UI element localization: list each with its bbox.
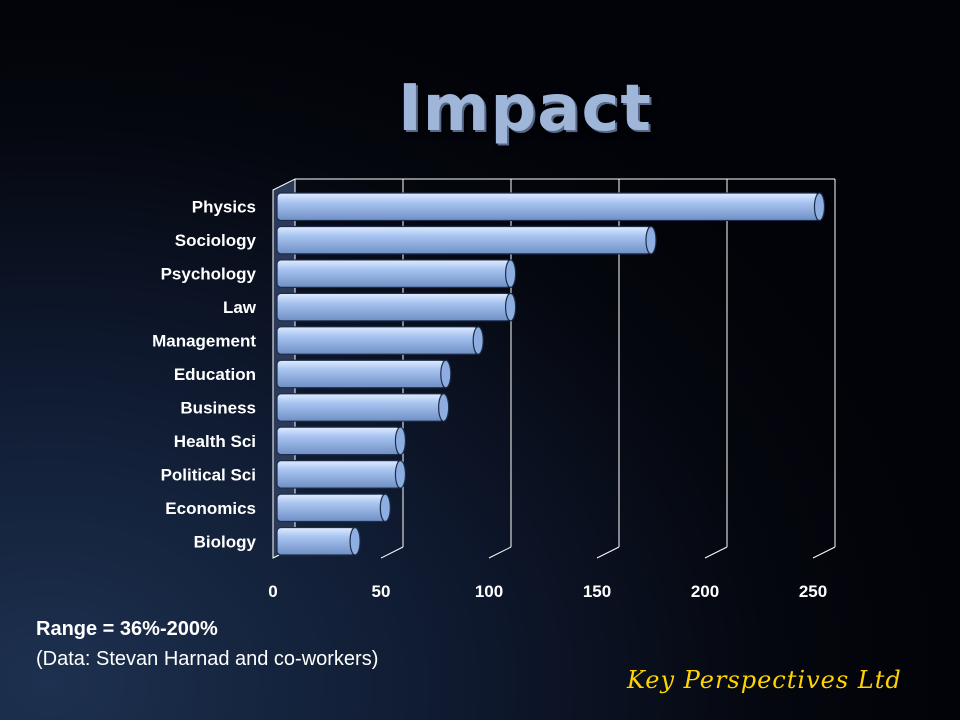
bar-body (276, 493, 386, 523)
bar-end (379, 493, 391, 523)
bar-body (276, 460, 402, 489)
bar (276, 259, 517, 288)
gridline-depth (380, 546, 404, 559)
x-tick-label: 100 (475, 582, 503, 601)
x-tick-label: 150 (583, 582, 611, 601)
category-label: Biology (194, 532, 257, 551)
gridline-depth (596, 546, 620, 559)
bar-end (440, 359, 452, 389)
bar (276, 526, 361, 556)
category-label: Physics (192, 198, 256, 217)
gridline-depth (812, 546, 836, 559)
bar-end (645, 225, 657, 255)
bar (276, 225, 657, 255)
bar-body (276, 426, 402, 456)
bar-body (276, 526, 356, 556)
bar-end (394, 426, 407, 456)
bar-body (276, 359, 447, 389)
category-label: Sociology (175, 231, 257, 250)
bar-end (438, 393, 450, 422)
bar (276, 393, 450, 422)
x-tick-label: 50 (372, 582, 391, 601)
bars: Physics Sociology Psychology Law Management E… (152, 192, 826, 556)
category-label: Health Sci (174, 432, 256, 451)
category-label: Political Sci (161, 465, 256, 484)
category-label: Management (152, 332, 256, 351)
x-tick-label: 0 (268, 582, 277, 601)
bar (276, 460, 407, 489)
bar-body (276, 192, 821, 222)
bar (276, 326, 484, 355)
category-label: Law (223, 298, 257, 317)
bar-body (276, 225, 652, 255)
bar (276, 292, 517, 322)
bar (276, 426, 407, 456)
category-label: Economics (165, 499, 256, 518)
bar-end (813, 192, 826, 222)
category-label: Education (174, 365, 256, 384)
category-label: Business (180, 398, 256, 417)
bar (276, 192, 826, 222)
category-label: Psychology (161, 265, 257, 284)
gridline-depth (704, 546, 728, 559)
x-tick-label: 200 (691, 582, 719, 601)
source-note: (Data: Stevan Harnad and co-workers) (36, 648, 379, 670)
x-tick-label: 250 (799, 582, 827, 601)
bar-end (472, 326, 484, 355)
range-note: Range = 36%-200% (36, 618, 218, 640)
bar-end (505, 292, 517, 322)
slide-title: Impact (397, 72, 653, 146)
bar-end (505, 259, 517, 288)
brand-logo-text: Key Perspectives Ltd (627, 666, 902, 694)
gridline-depth (488, 546, 512, 559)
bar (276, 359, 452, 389)
bar-end (349, 526, 361, 556)
bar-body (276, 326, 479, 355)
bar (276, 493, 391, 523)
bar-body (276, 292, 512, 322)
bar-body (276, 259, 512, 288)
bar-end (394, 460, 407, 489)
bar-body (276, 393, 445, 422)
